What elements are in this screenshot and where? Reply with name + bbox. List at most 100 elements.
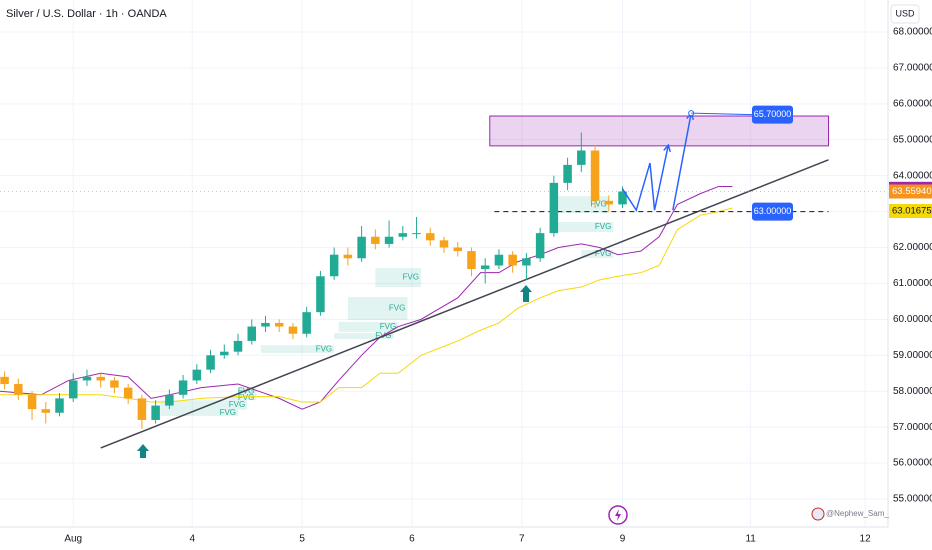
candle-body (302, 312, 311, 334)
currency-box[interactable] (890, 4, 920, 24)
projection-arrowhead (663, 143, 672, 153)
x-tick-label: 6 (409, 534, 415, 545)
fvg-zone (581, 250, 614, 258)
fvg-label: FVG (389, 304, 405, 313)
target-label: 65.70000 (754, 109, 792, 119)
candle-body (41, 409, 51, 413)
fvg-zone (228, 395, 257, 401)
candle-body (14, 384, 23, 395)
candle-body (329, 254, 339, 277)
candle-body (316, 276, 325, 313)
fvg-zone (549, 222, 614, 233)
fvg-label: FVG (403, 273, 419, 282)
grid (0, 0, 888, 527)
candle-body (233, 340, 243, 352)
candle-body (563, 164, 572, 183)
y-tick-label: 62.00000 (893, 242, 932, 253)
watermark: @Nephew_Sam_ (826, 509, 889, 518)
price-marker (889, 184, 932, 199)
fvg-label: FVG (316, 344, 332, 353)
x-tick-label: 9 (620, 534, 626, 545)
candle-body (371, 236, 380, 244)
fvg-zone (347, 297, 408, 321)
fvg-zone (338, 321, 399, 332)
candle-body (508, 254, 517, 266)
fvg-label: FVG (220, 408, 236, 417)
price-marker-label: 63.55940 (892, 186, 932, 197)
candle-body (110, 380, 119, 388)
y-tick-label: 56.00000 (893, 458, 932, 469)
candle-body (453, 247, 462, 252)
candle-body (274, 322, 284, 327)
projection-path (621, 144, 670, 212)
event-bolt (615, 509, 621, 521)
indicator-line (0, 185, 733, 410)
fvg-zone (334, 333, 394, 340)
candle-body (206, 355, 215, 370)
fvg-zone (375, 267, 422, 288)
candle-body (165, 394, 174, 406)
candle-body (604, 200, 614, 205)
y-tick-label: 66.00000 (893, 98, 932, 109)
level-label: 63.00000 (754, 206, 792, 216)
fvg-zone (238, 387, 257, 396)
candle-body (343, 254, 353, 259)
x-tick-label: Aug (64, 534, 82, 545)
candle-body (590, 150, 600, 201)
y-tick-label: 65.00000 (893, 134, 932, 145)
candle-body (247, 326, 257, 341)
fvg-label: FVG (229, 400, 245, 409)
x-tick-label: 5 (299, 534, 305, 545)
flag-icon (811, 507, 825, 521)
y-tick-label: 67.00000 (893, 63, 932, 74)
candle-body (618, 191, 627, 205)
projection-path (672, 113, 692, 211)
candle-body (535, 233, 545, 259)
candle-body (27, 394, 37, 410)
plot: FVGFVGFVGFVGFVGFVGFVGFVGFVGFVGFVGFVG63.0… (0, 105, 888, 449)
y-tick-label: 59.00000 (893, 350, 932, 361)
fvg-label: FVG (238, 393, 254, 402)
candle-body (494, 254, 504, 266)
candle-body (480, 265, 490, 270)
y-tick-label: 61.00000 (893, 278, 932, 289)
candle-body (412, 233, 421, 235)
candle-body (426, 233, 435, 241)
candle-body (261, 322, 270, 327)
y-tick-label: 57.00000 (893, 422, 932, 433)
fvg-label: FVG (595, 222, 611, 231)
indicator-line (0, 207, 733, 403)
y-tick-label: 60.00000 (893, 314, 932, 325)
fvg-zone (260, 345, 335, 354)
event-icon[interactable] (608, 505, 628, 525)
y-tick-label: 55.00000 (893, 494, 932, 505)
candle-body (82, 376, 92, 381)
candle-body (55, 398, 64, 413)
candle-body (178, 380, 188, 395)
x-tick-label: 4 (189, 534, 195, 545)
arrow-up (137, 444, 149, 458)
y-tick-label: 68.00000 (893, 27, 932, 38)
candle-body (522, 258, 531, 266)
candle-body (0, 376, 9, 385)
price-marker-label: 63.01675 (892, 206, 932, 217)
candle-body (220, 351, 229, 356)
candle-body (96, 376, 105, 381)
currency: USD (895, 8, 915, 18)
price-marker (889, 203, 932, 218)
fvg-label: FVG (590, 200, 606, 209)
target-label-box (752, 105, 793, 124)
fvg-zone (160, 400, 248, 410)
candle-body (137, 398, 147, 420)
fvg-zone (160, 409, 239, 416)
candle-body (192, 369, 202, 381)
candle-body (288, 326, 298, 334)
candle-body (123, 387, 133, 399)
candle-body (398, 233, 408, 237)
x-tick-label: 12 (860, 534, 872, 545)
y-tick-label: 58.00000 (893, 386, 932, 397)
target-connector (691, 112, 753, 116)
candle-body (577, 150, 586, 165)
